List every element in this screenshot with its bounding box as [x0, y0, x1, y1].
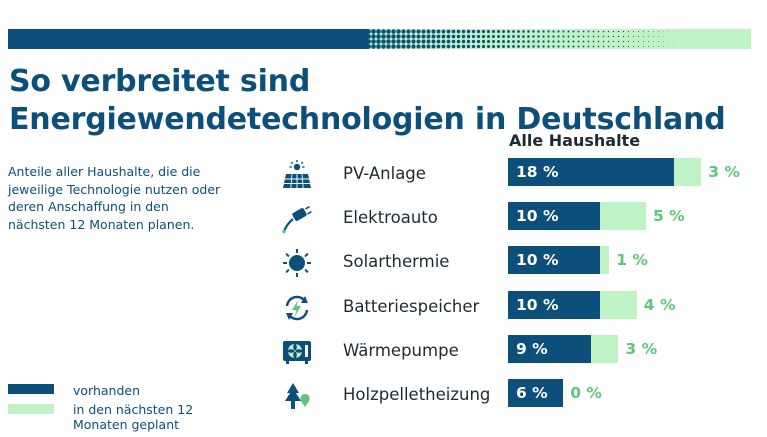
- category-label: Wärmepumpe: [343, 340, 459, 360]
- bar-vorhanden: [508, 202, 600, 231]
- chart-row: PV-Anlage 18 % 3 %: [0, 157, 767, 191]
- value-label-vorhanden: 10 %: [516, 295, 559, 314]
- bar-vorhanden: [508, 246, 600, 275]
- legend-swatch-have: [8, 384, 54, 394]
- sun-icon: [280, 248, 314, 278]
- ev-charger-icon: [280, 204, 314, 234]
- column-header: Alle Haushalte: [509, 131, 641, 150]
- battery-storage-icon: [280, 293, 314, 323]
- chart-row: Batteriespeicher 10 % 4 %: [0, 290, 767, 324]
- value-label-geplant: 1 %: [616, 251, 648, 270]
- chart-row: Solarthermie 10 % 1 %: [0, 245, 767, 279]
- value-label-vorhanden: 10 %: [516, 251, 559, 270]
- chart-row: Wärmepumpe 9 % 3 %: [0, 334, 767, 368]
- value-label-geplant: 3 %: [708, 163, 740, 181]
- tree-icon: [280, 381, 314, 411]
- value-label-geplant: 5 %: [653, 207, 685, 226]
- bar-geplant: [673, 158, 702, 186]
- legend-label-have: vorhanden: [73, 383, 141, 398]
- bar-geplant: [600, 246, 610, 275]
- chart-subtitle: Anteile aller Haushalte, die die jeweili…: [8, 164, 221, 232]
- category-label: Batteriespeicher: [343, 296, 480, 316]
- bar-geplant: [590, 334, 619, 363]
- value-label-vorhanden: 6 %: [516, 384, 548, 402]
- heat-pump-icon: [280, 337, 314, 367]
- category-label: Solarthermie: [343, 252, 450, 272]
- value-label-vorhanden: 18 %: [516, 163, 559, 181]
- category-label: PV-Anlage: [343, 164, 426, 183]
- bar-geplant: [600, 290, 637, 319]
- legend-label-plan: in den nächsten 12 Monaten geplant: [73, 402, 194, 432]
- legend-swatch-plan: [8, 404, 54, 414]
- value-label-geplant: 4 %: [643, 295, 676, 314]
- bar-vorhanden: [508, 158, 674, 186]
- decorative-header-band: [8, 29, 751, 49]
- bar-vorhanden: [508, 290, 600, 319]
- category-label: Elektroauto: [343, 208, 438, 228]
- page-title: So verbreitet sind Energiewendetechnolog…: [9, 64, 726, 137]
- chart-row: Holzpelletheizung 6 % 0 %: [0, 378, 767, 412]
- value-label-geplant: 0 %: [570, 384, 602, 402]
- category-label: Holzpelletheizung: [343, 385, 491, 404]
- bar-vorhanden: [508, 334, 591, 363]
- solar-panel-icon: [280, 160, 314, 190]
- value-label-vorhanden: 10 %: [516, 207, 559, 226]
- chart-row: Elektroauto 10 % 5 %: [0, 201, 767, 235]
- bar-geplant: [600, 202, 646, 231]
- value-label-vorhanden: 9 %: [516, 339, 548, 358]
- value-label-geplant: 3 %: [625, 339, 658, 358]
- bar-vorhanden: [508, 379, 564, 407]
